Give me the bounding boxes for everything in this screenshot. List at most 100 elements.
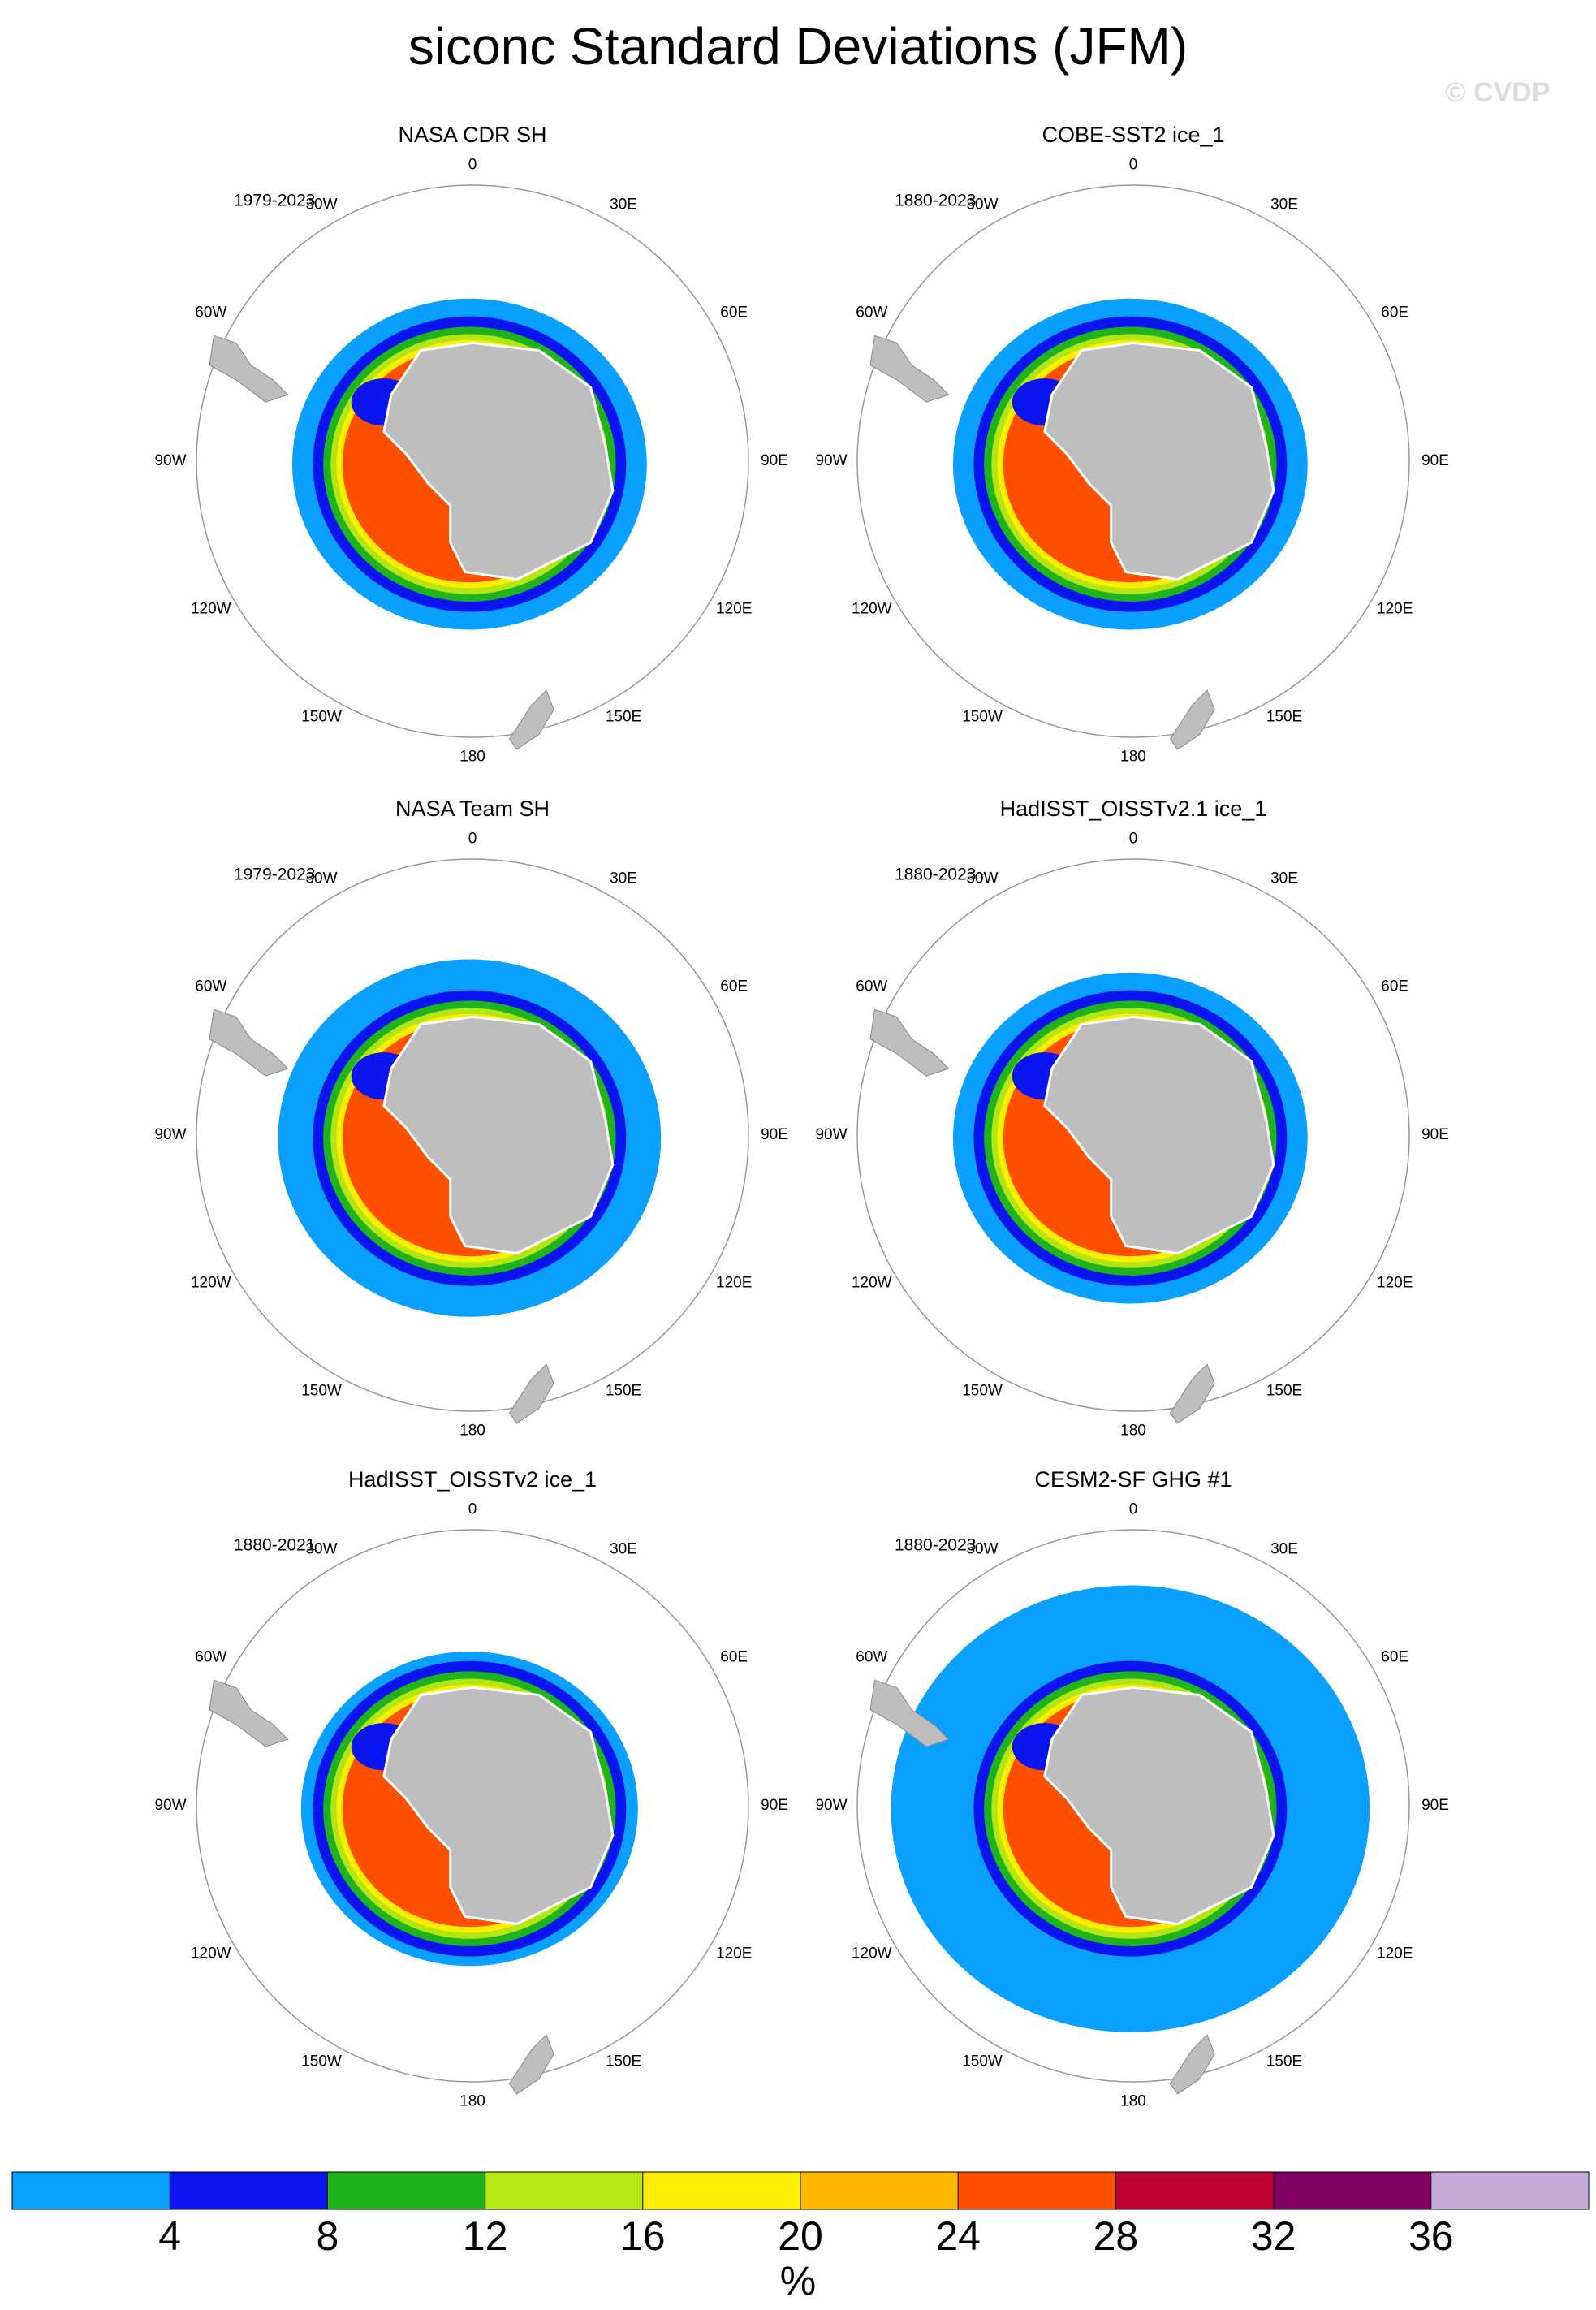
figure-title: siconc Standard Deviations (JFM) [408, 17, 1188, 76]
longitude-label: 150E [1266, 709, 1302, 726]
colorbar-label: 28 [1093, 2213, 1139, 2259]
watermark: © CVDP [1446, 77, 1551, 108]
longitude-label: 150E [606, 1383, 641, 1400]
colorbar-label: 12 [463, 2213, 508, 2259]
colorbar-box [1430, 2172, 1589, 2209]
period-label: 1979-2023 [234, 192, 315, 210]
longitude-label: 120W [191, 600, 231, 617]
longitude-label: 150W [962, 1383, 1003, 1400]
longitude-label: 150E [1266, 2053, 1302, 2070]
colorbar-label: 16 [620, 2213, 666, 2259]
map-boundary [856, 184, 1410, 738]
longitude-label: 150W [301, 2053, 342, 2070]
longitude-label: 60W [856, 978, 887, 995]
south-america [209, 1679, 289, 1747]
map-panel: HadISST_OISSTv2.1 ice_1 1880-2023 0 30E 60E 9… [815, 797, 1448, 1439]
longitude-label: 90E [1421, 1126, 1449, 1143]
colorbar-label: 8 [316, 2213, 339, 2259]
longitude-label: 0 [468, 830, 477, 847]
longitude-label: 30W [966, 870, 998, 887]
longitude-label: 90W [154, 1797, 186, 1814]
map-panel: CESM2-SF GHG #1 1880-2023 0 30E 60E 90E 120E 15… [815, 1467, 1448, 2109]
new-zealand [1169, 1363, 1215, 1424]
period-label: 1880-2023 [895, 192, 976, 210]
longitude-label: 180 [459, 749, 485, 766]
longitude-label: 120E [716, 1274, 752, 1291]
longitude-label: 60W [856, 304, 887, 322]
longitude-label: 180 [1120, 749, 1146, 766]
map-panel: COBE-SST2 ice_1 1880-2023 0 30E 60E 90E 120E 15… [815, 123, 1448, 765]
colorbar-box [485, 2172, 643, 2209]
longitude-label: 90E [761, 452, 788, 469]
longitude-label: 150W [962, 709, 1003, 726]
longitude-label: 30W [966, 1540, 998, 1557]
longitude-label: 90W [154, 452, 186, 469]
period-label: 1880-2023 [895, 866, 976, 884]
longitude-label: 150W [962, 2053, 1003, 2070]
colorbar-label: 24 [935, 2213, 981, 2259]
new-zealand [508, 689, 554, 750]
colorbar-unit: % [780, 2258, 816, 2304]
colorbar-label: 36 [1408, 2213, 1454, 2259]
longitude-label: 0 [1129, 156, 1138, 173]
longitude-label: 150E [1266, 1383, 1302, 1400]
antarctica [1043, 1686, 1275, 1926]
colorbar-box [958, 2172, 1116, 2209]
longitude-label: 60E [720, 978, 748, 995]
panel-title: NASA Team SH [395, 797, 550, 821]
map-boundary [196, 184, 749, 738]
longitude-label: 60W [856, 1649, 887, 1666]
colorbar-box [1115, 2172, 1274, 2209]
longitude-label: 180 [1120, 2093, 1146, 2110]
longitude-label: 60E [1381, 304, 1408, 322]
antarctica [382, 1686, 615, 1926]
longitude-label: 60W [195, 1649, 226, 1666]
panel-title: COBE-SST2 ice_1 [1042, 123, 1224, 147]
colorbar-label: 20 [778, 2213, 823, 2259]
longitude-label: 90W [815, 1797, 847, 1814]
longitude-label: 60W [195, 304, 226, 322]
new-zealand [1169, 689, 1215, 750]
longitude-label: 90W [154, 1126, 186, 1143]
colorbar-label: 32 [1251, 2213, 1296, 2259]
south-america [209, 335, 289, 403]
longitude-label: 150W [301, 709, 342, 726]
longitude-label: 30W [305, 196, 337, 213]
longitude-label: 90E [761, 1126, 788, 1143]
longitude-label: 60E [1381, 978, 1408, 995]
map-panel: NASA Team SH 1979-2023 0 30E 60E 90E 120E 150E 1… [154, 797, 787, 1439]
longitude-label: 150E [606, 709, 641, 726]
colorbar-label: 4 [158, 2213, 181, 2259]
south-america [869, 1679, 950, 1747]
panel-title: CESM2-SF GHG #1 [1034, 1467, 1232, 1492]
longitude-label: 30E [1270, 870, 1298, 887]
longitude-label: 120W [191, 1274, 231, 1291]
longitude-label: 90E [1421, 452, 1449, 469]
new-zealand [508, 2034, 554, 2095]
map-boundary [196, 1529, 749, 2083]
panel-title: HadISST_OISSTv2 ice_1 [348, 1467, 597, 1492]
colorbar-box [800, 2172, 959, 2209]
longitude-label: 90W [815, 1126, 847, 1143]
panel-title: NASA CDR SH [398, 123, 546, 147]
colorbar-box [642, 2172, 800, 2209]
south-america [869, 1008, 950, 1077]
period-label: 1979-2023 [234, 866, 315, 884]
longitude-label: 120W [191, 1945, 231, 1962]
longitude-label: 30E [610, 870, 637, 887]
colorbar-box [12, 2172, 170, 2209]
longitude-label: 0 [1129, 1500, 1138, 1518]
longitude-label: 180 [1120, 1423, 1146, 1440]
antarctica [382, 341, 615, 581]
longitude-label: 30E [1270, 196, 1298, 213]
longitude-label: 30E [610, 1540, 637, 1557]
longitude-label: 60E [720, 304, 748, 322]
longitude-label: 30E [1270, 1540, 1298, 1557]
longitude-label: 120E [1377, 1945, 1413, 1962]
longitude-label: 60E [720, 1649, 748, 1666]
longitude-label: 120E [716, 1945, 752, 1962]
period-label: 1880-2021 [234, 1536, 315, 1555]
longitude-label: 120W [852, 1945, 892, 1962]
longitude-label: 60E [1381, 1649, 1408, 1666]
